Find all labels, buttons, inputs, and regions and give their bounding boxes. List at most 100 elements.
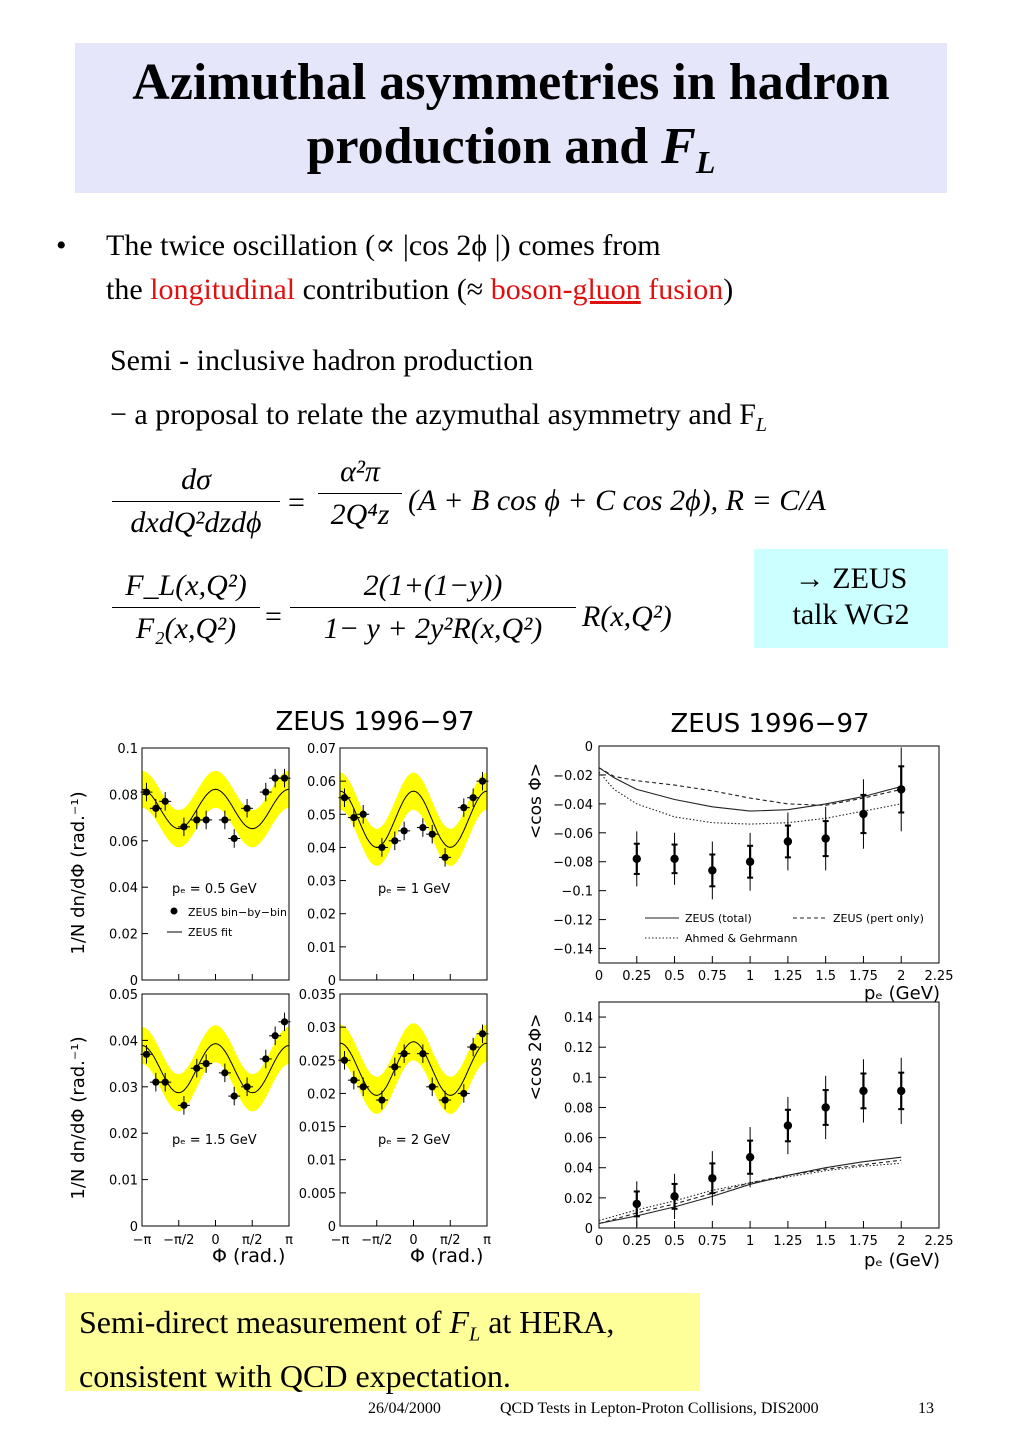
y-axis-label: <cos 2Φ>: [526, 1014, 546, 1101]
fit-line: [339, 790, 488, 848]
data-point: [271, 774, 279, 782]
legend-point-label: ZEUS bin−by−bin: [188, 906, 287, 919]
bullet-marker: •: [56, 229, 67, 262]
fit-line: [339, 1041, 488, 1096]
concl-sub: L: [469, 1323, 481, 1346]
x-tick-label: 0.25: [622, 1234, 651, 1249]
data-point: [419, 1050, 427, 1058]
zeus-note-line-1: → ZEUS: [794, 562, 908, 595]
panel-frame: [598, 745, 940, 964]
fit-line: [141, 788, 290, 830]
data-point: [460, 804, 468, 812]
left-figure-title: ZEUS 1996−97: [275, 707, 474, 737]
panel-label: pₑ = 0.5 GeV: [172, 882, 257, 897]
y-tick-label: 0.03: [109, 1081, 138, 1096]
data-point: [280, 774, 289, 782]
title-line-1: Azimuthal asymmetries in hadron: [132, 54, 890, 111]
y-tick-label: 0: [328, 1220, 336, 1235]
data-point: [428, 1083, 436, 1091]
legend-pert-label: ZEUS (pert only): [833, 912, 924, 925]
x-tick-label: 1.5: [815, 1234, 836, 1249]
fusion-text: fusion: [648, 273, 724, 306]
eq1-den: dxdQ²dzdϕ: [130, 506, 262, 539]
data-point: [632, 854, 641, 864]
data-point: [161, 1078, 169, 1086]
y-tick-label: 0.02: [564, 1192, 593, 1207]
eq2-rest-text: R(x,Q²): [582, 600, 672, 633]
data-point: [340, 794, 349, 802]
data-point: [378, 843, 386, 852]
data-point: [230, 1092, 238, 1100]
y-tick-label: 0.05: [307, 808, 336, 823]
y-tick-label: 0.02: [109, 928, 138, 943]
panel-frame: [598, 1001, 940, 1229]
eq2-den: F₂(x,Q²): [135, 612, 237, 645]
conclusion-line-2: consistent with QCD expectation.: [79, 1358, 511, 1395]
legend-ahmed-label: Ahmed & Gehrmann: [685, 932, 798, 945]
x-tick-label: 0.75: [698, 1234, 727, 1249]
data-point: [350, 1076, 358, 1084]
y-tick-label: 0.035: [299, 988, 336, 1003]
cos-2phi-panel: 0 0.02 0.04 0.06 0.08 0.1 0.12 0.14 0 0.25 0.5 0.75…: [526, 1001, 953, 1271]
data-point: [262, 788, 270, 796]
x-tick-label: −π/2: [361, 1233, 392, 1248]
title-F: F: [661, 118, 696, 175]
eq-line-2-sub: L: [755, 414, 768, 436]
eq2-num: F_L(x,Q²): [125, 569, 247, 602]
x-tick-label: 1.75: [849, 1234, 878, 1249]
right-figure-title: ZEUS 1996−97: [670, 709, 869, 739]
data-point: [441, 853, 449, 861]
x-axis-label: pₑ (GeV): [864, 1250, 940, 1271]
y-tick-label: 0.03: [307, 875, 336, 890]
y-tick-label: 0.04: [109, 1034, 138, 1049]
eq1-rest: (A + B cos ϕ + C cos 2ϕ), R = C/A: [408, 484, 826, 518]
phi-panel-3: 0 0.01 0.02 0.03 0.04 0.05 −π −π/2 0 π/2 π pₑ = 1.5…: [109, 988, 293, 1248]
x-tick-label: 0: [595, 1234, 603, 1249]
panel-label: pₑ = 1.5 GeV: [172, 1133, 257, 1148]
x-tick-label: 0.5: [664, 969, 685, 984]
eq1-lhs: dσ dxdQ²dzdϕ: [112, 463, 280, 540]
conclusion-box: Semi-direct measurement of FL at HERA, c…: [65, 1293, 700, 1394]
eq1-rest-text: (A + B cos ϕ + C cos 2ϕ), R = C/A: [408, 484, 826, 517]
x-tick-label: 0.75: [698, 969, 727, 984]
theory-curve: [598, 771, 902, 825]
data-point: [821, 834, 830, 843]
left-figure: ZEUS 1996−97 1/N dn/dΦ (rad.⁻¹) 1/N dn/d…: [68, 707, 491, 1267]
x-tick-label: 0.25: [622, 969, 651, 984]
y-tick-label: −0.02: [553, 769, 593, 784]
data-point: [469, 794, 477, 802]
x-tick-label: −π/2: [163, 1233, 194, 1248]
data-point: [419, 823, 427, 832]
slide-title: Azimuthal asymmetries in hadron producti…: [75, 43, 947, 193]
data-point: [202, 816, 210, 824]
y-tick-label: 0: [328, 974, 336, 989]
x-tick-label: π: [483, 1233, 491, 1248]
data-point: [359, 810, 367, 818]
data-point: [180, 1101, 188, 1109]
data-point: [708, 1174, 717, 1183]
eq1-rhs-frac: α²π 2Q⁴z: [318, 455, 402, 532]
cos-phi-panel: 0−0.02−0.04−0.06−0.08−0.1−0.12−0.140 0.25…: [526, 740, 953, 1004]
x-tick-label: 0: [211, 1233, 219, 1248]
conclusion-line-1: Semi-direct measurement of FL at HERA,: [79, 1301, 700, 1355]
right-figure: ZEUS 1996−97 0 −0.02 −0.04 −0.06 −0.08 −0.1 −0…: [526, 709, 953, 1271]
y-tick-label: 0: [585, 740, 593, 755]
y-tick-label: 0.08: [109, 788, 138, 803]
data-point: [478, 1030, 487, 1038]
x-tick-label: 2: [897, 1234, 905, 1249]
y-tick-label: 0.05: [109, 988, 138, 1003]
data-point: [271, 1032, 279, 1040]
data-point: [859, 809, 868, 819]
data-point: [221, 816, 229, 824]
zeus-talk-note: → ZEUS talk WG2: [754, 549, 948, 648]
y-tick-label: 0.04: [307, 841, 336, 856]
concl-post: at HERA,: [480, 1304, 615, 1340]
eq1-num: dσ: [181, 463, 211, 496]
eq-line-1: Semi - inclusive hadron production: [110, 344, 534, 377]
data-point: [152, 804, 160, 812]
eq1-rnum: α²π: [340, 455, 380, 488]
data-point: [193, 816, 201, 824]
data-point: [745, 1152, 755, 1162]
data-point: [142, 1050, 151, 1058]
left-ylabel-top: 1/N dn/dΦ (rad.⁻¹): [68, 791, 89, 954]
